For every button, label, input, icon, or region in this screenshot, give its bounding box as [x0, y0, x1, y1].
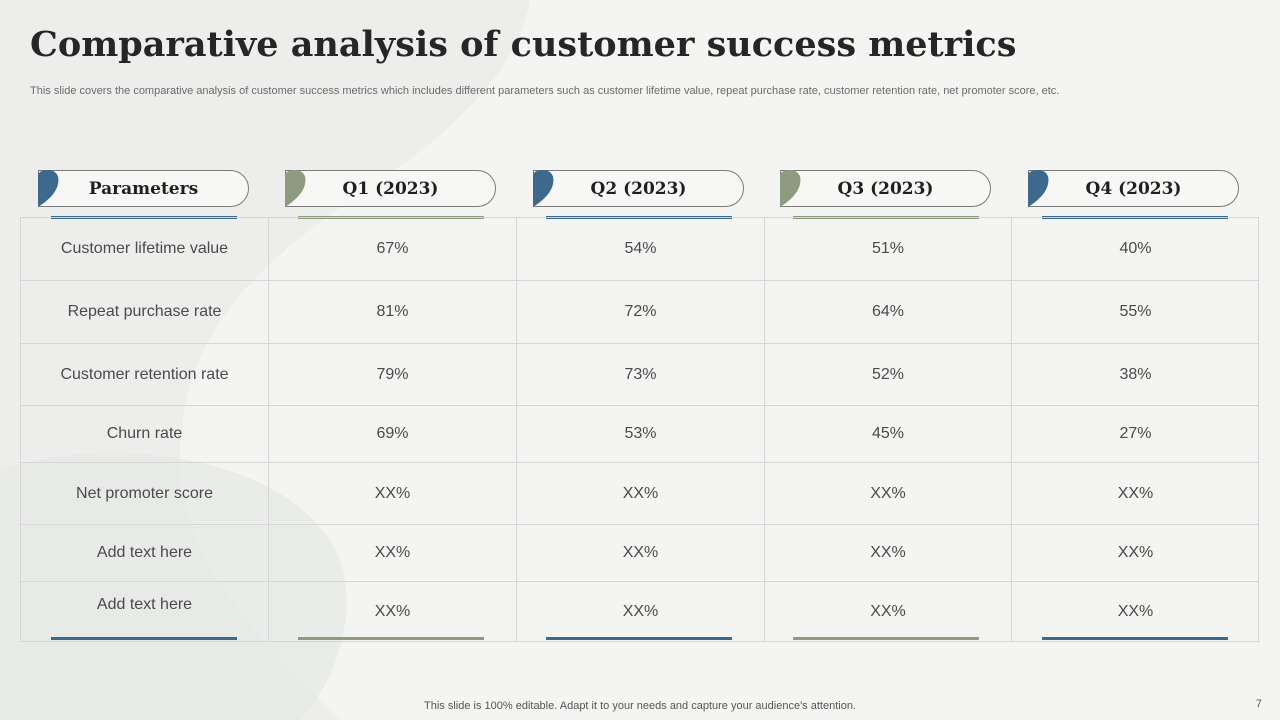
value-cell: 72%: [516, 281, 764, 343]
value-cell: 45%: [764, 406, 1011, 462]
value-cell: 64%: [764, 281, 1011, 343]
parameter-cell: Add text here: [96, 544, 193, 561]
column-header-2: Q2 (2023): [533, 170, 744, 207]
column-header-label: Q2 (2023): [590, 178, 687, 199]
leaf-accent-icon: [533, 170, 554, 207]
table-row: Customer lifetime value 67% 54% 51% 40%: [21, 218, 1258, 280]
column-header-4: Q4 (2023): [1028, 170, 1239, 207]
value-cell: 52%: [764, 344, 1011, 405]
column-underline-bottom: [546, 637, 732, 640]
leaf-accent-icon: [38, 170, 59, 207]
footer-note: This slide is 100% editable. Adapt it to…: [424, 700, 856, 712]
leaf-accent-icon: [780, 170, 801, 207]
value-cell: 79%: [268, 344, 516, 405]
column-underline-bottom: [298, 637, 484, 640]
column-header-label: Parameters: [88, 178, 199, 199]
table-row: Churn rate 69% 53% 45% 27%: [21, 405, 1258, 462]
column-header-label: Q1 (2023): [342, 178, 439, 199]
column-underline-bottom: [793, 637, 979, 640]
table-row: Net promoter score XX% XX% XX% XX%: [21, 462, 1258, 524]
parameter-cell: Add text here: [96, 596, 193, 613]
value-cell: 69%: [268, 406, 516, 462]
value-cell: XX%: [764, 582, 1011, 642]
column-underline-bottom: [1042, 637, 1228, 640]
parameter-cell: Customer retention rate: [60, 365, 229, 383]
value-cell: 53%: [516, 406, 764, 462]
value-cell: 73%: [516, 344, 764, 405]
column-header-0: Parameters: [38, 170, 249, 207]
value-cell: XX%: [516, 582, 764, 642]
value-cell: 55%: [1011, 281, 1259, 343]
value-cell: XX%: [516, 525, 764, 581]
value-cell: XX%: [1011, 525, 1259, 581]
page-number: 7: [1255, 698, 1262, 710]
value-cell: XX%: [764, 525, 1011, 581]
column-header-label: Q3 (2023): [837, 178, 934, 199]
parameter-cell: Customer lifetime value: [60, 240, 229, 257]
parameter-cell: Churn rate: [106, 425, 183, 442]
column-header-label: Q4 (2023): [1085, 178, 1182, 199]
parameter-cell: Repeat purchase rate: [67, 303, 222, 320]
value-cell: XX%: [516, 463, 764, 524]
table-row: Add text here XX% XX% XX% XX%: [21, 581, 1258, 642]
metrics-table: Customer lifetime value 67% 54% 51% 40% Repea…: [20, 217, 1259, 642]
value-cell: 40%: [1011, 218, 1259, 280]
column-header-3: Q3 (2023): [780, 170, 991, 207]
value-cell: XX%: [268, 582, 516, 642]
value-cell: 54%: [516, 218, 764, 280]
value-cell: XX%: [268, 463, 516, 524]
page-title: Comparative analysis of customer success…: [30, 24, 1017, 65]
page-subtitle: This slide covers the comparative analys…: [30, 85, 1060, 97]
value-cell: XX%: [1011, 463, 1259, 524]
table-row: Repeat purchase rate 81% 72% 64% 55%: [21, 280, 1258, 343]
leaf-accent-icon: [285, 170, 306, 207]
value-cell: 38%: [1011, 344, 1259, 405]
table-row: Customer retention rate 79% 73% 52% 38%: [21, 343, 1258, 405]
parameter-cell: Net promoter score: [76, 484, 213, 502]
value-cell: 27%: [1011, 406, 1259, 462]
value-cell: 51%: [764, 218, 1011, 280]
column-underline-bottom: [51, 637, 237, 640]
value-cell: 67%: [268, 218, 516, 280]
value-cell: XX%: [1011, 582, 1259, 642]
leaf-accent-icon: [1028, 170, 1049, 207]
value-cell: XX%: [764, 463, 1011, 524]
value-cell: XX%: [268, 525, 516, 581]
table-row: Add text here XX% XX% XX% XX%: [21, 524, 1258, 581]
value-cell: 81%: [268, 281, 516, 343]
column-header-1: Q1 (2023): [285, 170, 496, 207]
